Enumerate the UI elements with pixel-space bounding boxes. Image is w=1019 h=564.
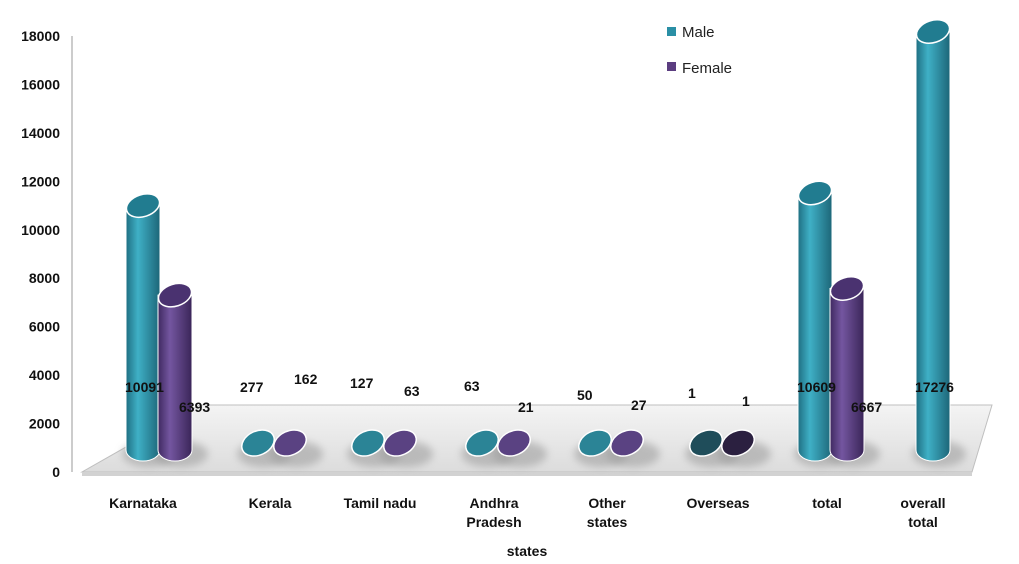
legend: Male Female bbox=[667, 24, 732, 77]
bar-male bbox=[915, 19, 951, 462]
data-label: 1 bbox=[742, 393, 750, 409]
category-label: Pradesh bbox=[466, 514, 521, 530]
legend-label-female: Female bbox=[682, 60, 732, 77]
bar-male bbox=[351, 429, 385, 457]
category-label: states bbox=[587, 514, 628, 530]
y-tick-label: 18000 bbox=[21, 28, 60, 44]
bar-female bbox=[610, 429, 644, 457]
y-tick-label: 4000 bbox=[29, 367, 60, 383]
legend-swatch-female bbox=[667, 62, 676, 71]
y-tick-label: 2000 bbox=[29, 416, 60, 432]
bar-male bbox=[465, 429, 499, 457]
category-label: Tamil nadu bbox=[344, 495, 417, 511]
data-label: 63 bbox=[404, 383, 420, 399]
data-label: 6667 bbox=[851, 399, 882, 415]
data-label: 162 bbox=[294, 371, 318, 387]
bar-female bbox=[273, 429, 307, 457]
bar-female bbox=[721, 429, 755, 457]
data-label: 1 bbox=[688, 385, 696, 401]
category-label: total bbox=[908, 514, 938, 530]
bar-female bbox=[829, 276, 865, 462]
y-tick-label: 16000 bbox=[21, 76, 60, 92]
data-label: 10091 bbox=[125, 379, 164, 395]
bar-male bbox=[797, 180, 833, 462]
data-label: 127 bbox=[350, 375, 374, 391]
data-label: 6393 bbox=[179, 399, 210, 415]
data-label: 27 bbox=[631, 397, 647, 413]
data-label: 21 bbox=[518, 399, 534, 415]
bar-female bbox=[383, 429, 417, 457]
legend-swatch-male bbox=[667, 27, 676, 36]
category-label: Other bbox=[588, 495, 626, 511]
data-label: 17276 bbox=[915, 379, 954, 395]
data-label: 63 bbox=[464, 378, 480, 394]
y-tick-label: 14000 bbox=[21, 125, 60, 141]
bar-male bbox=[125, 193, 161, 462]
bar-male bbox=[689, 429, 723, 457]
category-label: Andhra bbox=[470, 495, 519, 511]
category-label: Overseas bbox=[686, 495, 749, 511]
bars bbox=[125, 19, 951, 462]
data-label: 10609 bbox=[797, 379, 836, 395]
category-label: overall bbox=[900, 495, 945, 511]
data-labels: 10091 6393 277 162 127 63 63 21 50 27 1 1 10609 6667 1… bbox=[125, 371, 954, 415]
y-tick-label: 0 bbox=[52, 464, 60, 480]
y-tick-label: 10000 bbox=[21, 222, 60, 238]
x-axis-title: states bbox=[507, 543, 548, 559]
category-label: total bbox=[812, 495, 842, 511]
y-tick-label: 12000 bbox=[21, 173, 60, 189]
legend-label-male: Male bbox=[682, 24, 715, 41]
y-axis-ticks: 0 2000 4000 6000 8000 10000 12000 14000 16000 180… bbox=[21, 28, 60, 480]
y-tick-label: 6000 bbox=[29, 319, 60, 335]
category-label: Kerala bbox=[249, 495, 292, 511]
bar-male bbox=[578, 429, 612, 457]
bar-female bbox=[157, 282, 193, 462]
bar-female bbox=[497, 429, 531, 457]
category-label: Karnataka bbox=[109, 495, 177, 511]
data-label: 50 bbox=[577, 387, 593, 403]
category-labels: Karnataka Kerala Tamil nadu Andhra Pradesh Ot… bbox=[109, 495, 945, 530]
y-tick-label: 8000 bbox=[29, 270, 60, 286]
data-label: 277 bbox=[240, 379, 264, 395]
bar-male bbox=[241, 429, 275, 457]
